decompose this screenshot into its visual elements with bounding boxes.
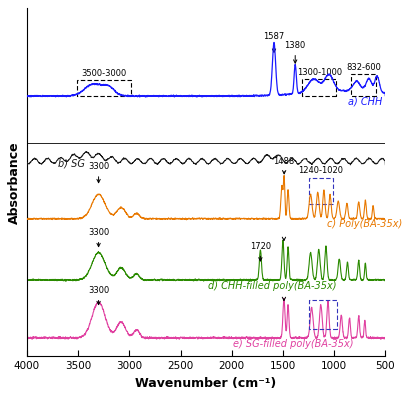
Text: 1380: 1380 [285,41,306,63]
Bar [77,80,131,96]
Text: 1240-1020: 1240-1020 [298,166,343,175]
X-axis label: Wavenumber (cm⁻¹): Wavenumber (cm⁻¹) [135,377,277,390]
Text: 1587: 1587 [263,32,285,52]
Text: d) CHH-filled poly(BA-35x): d) CHH-filled poly(BA-35x) [209,281,337,291]
Text: 1300-1000: 1300-1000 [297,68,342,77]
Bar [309,178,333,204]
Text: 3300: 3300 [88,228,109,247]
Text: 1720: 1720 [250,242,271,261]
Text: b) SG: b) SG [57,158,85,168]
Bar [302,79,336,96]
Text: 832-600: 832-600 [346,63,381,72]
Text: 3300: 3300 [88,286,109,304]
Text: c) Poly(BA-35x): c) Poly(BA-35x) [327,219,403,230]
Text: 3500-3000: 3500-3000 [82,69,127,78]
Text: 3300: 3300 [88,162,109,183]
Text: e) SG-filled poly(BA-35x): e) SG-filled poly(BA-35x) [233,339,354,349]
Y-axis label: Absorbance: Absorbance [8,141,21,224]
Text: a) CHH: a) CHH [348,97,382,107]
Bar [309,300,337,329]
Bar [351,74,376,96]
Text: 1488: 1488 [273,157,295,174]
